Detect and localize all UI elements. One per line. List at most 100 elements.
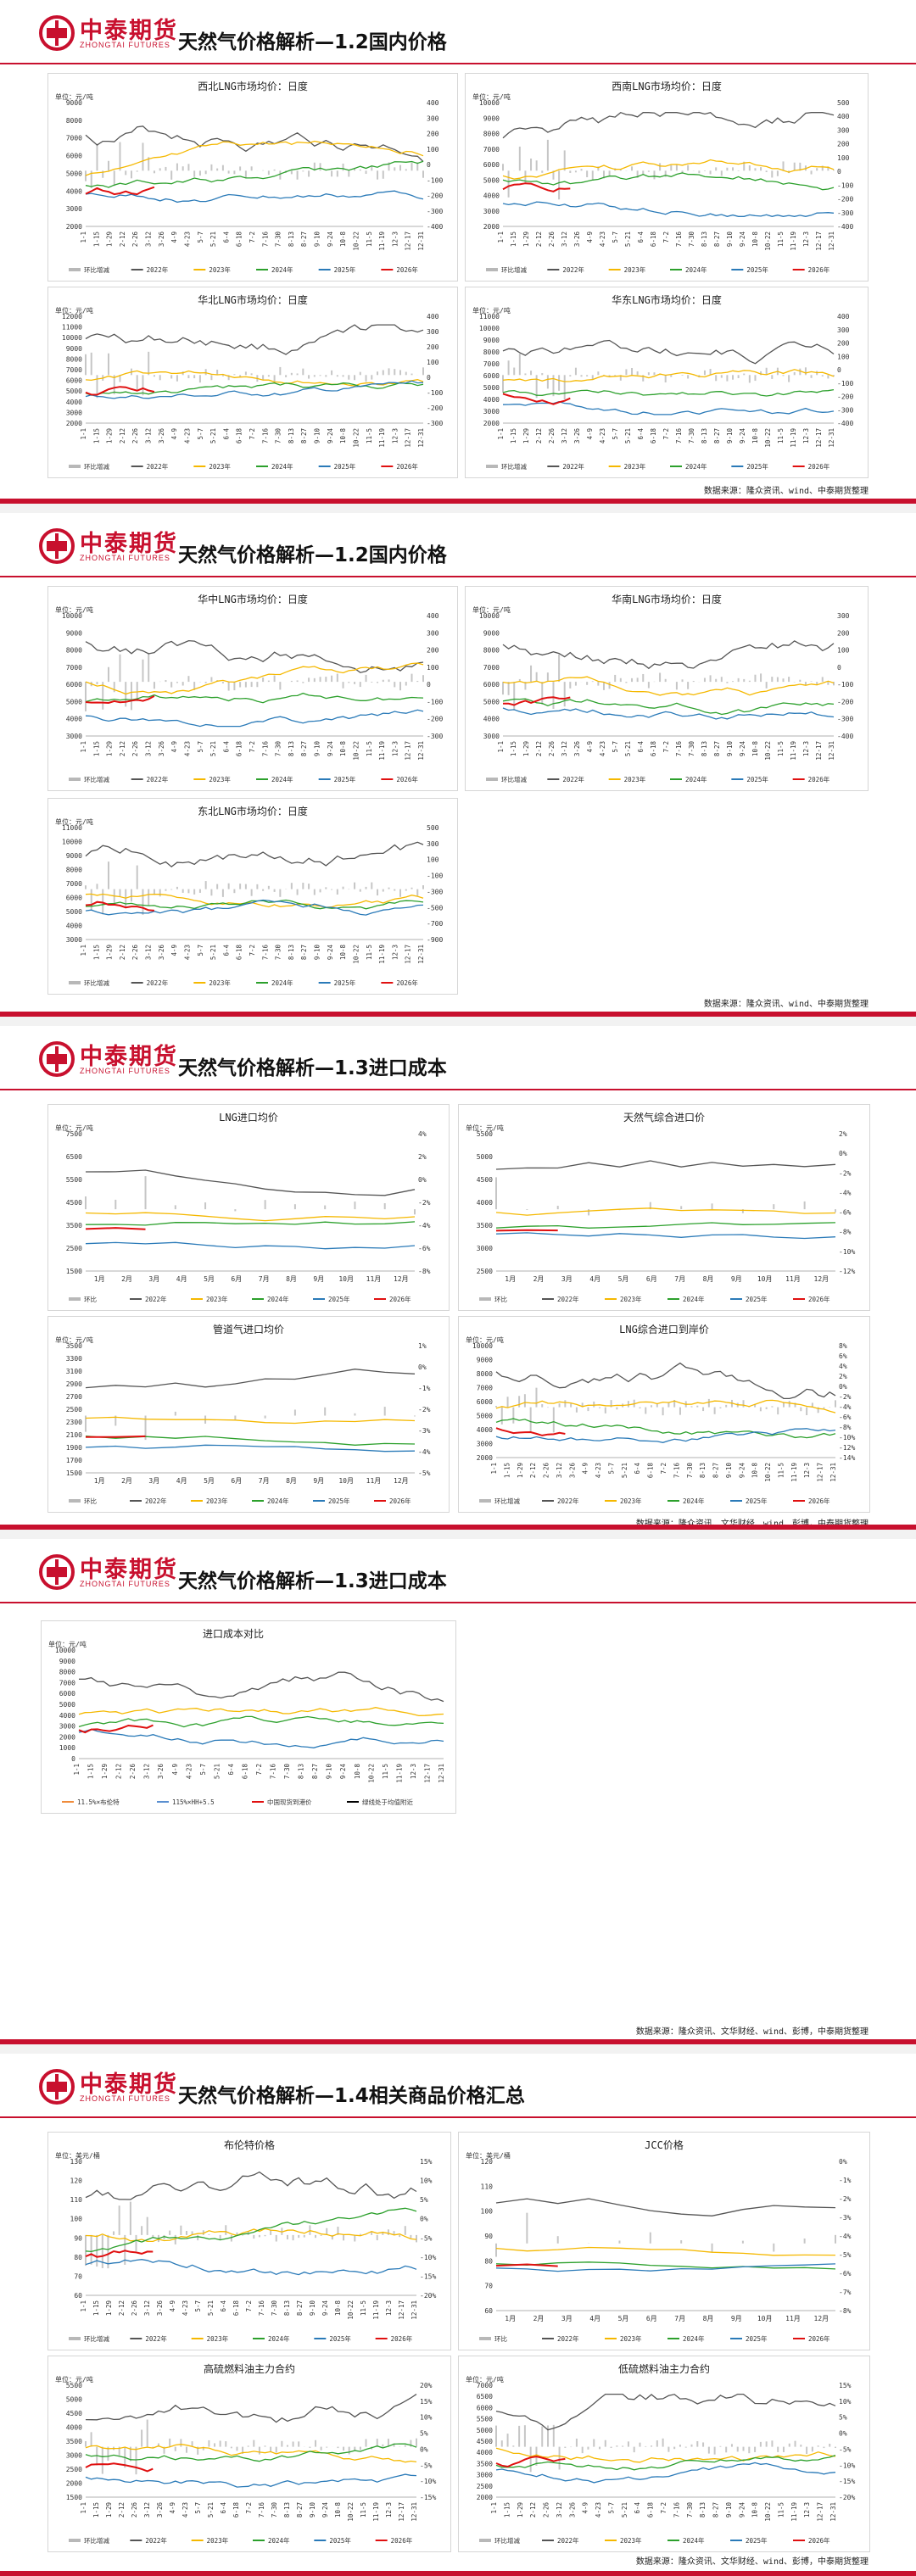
diff-bar <box>270 2230 272 2235</box>
y2-tick-label: -6% <box>418 1245 431 1252</box>
data-source: 数据来源：隆众资讯、文华财经、wind、彭博，中泰期货整理 <box>636 1516 869 1529</box>
diff-bar <box>170 375 173 379</box>
diff-bar <box>264 2445 266 2447</box>
diff-bar <box>788 677 790 683</box>
diff-bar <box>193 170 196 177</box>
chart-title: 华东LNG市场均价：日度 <box>612 294 722 306</box>
x-tick-label: 11月 <box>785 2315 801 2322</box>
y2-tick-label: 15% <box>420 2158 433 2166</box>
legend-label: 115%×HH+5.5 <box>172 1798 215 1806</box>
legend-label: 环比增减 <box>501 775 527 783</box>
y2-tick-label: -10% <box>839 1248 855 1256</box>
x-tick-label: 8月 <box>286 1275 297 1283</box>
y2-tick-label: 200 <box>837 340 850 348</box>
legend-label: 2024年 <box>683 2536 705 2545</box>
x-tick-label: 3-12 <box>561 741 568 756</box>
diff-bar <box>616 1407 618 1410</box>
legend-label: 2025年 <box>329 2536 351 2545</box>
y-tick-label: 11000 <box>62 324 82 332</box>
diff-bar <box>495 1177 497 1210</box>
y-tick-label: 5500 <box>477 2416 493 2423</box>
series-line-2024 <box>502 388 835 397</box>
diff-bar <box>242 2234 244 2236</box>
diff-bar <box>187 676 190 683</box>
x-tick-label: 8-27 <box>712 2502 720 2517</box>
diff-bar <box>236 2446 238 2451</box>
diff-bar <box>741 2240 744 2244</box>
diff-bar <box>234 1415 237 1420</box>
diff-bar <box>422 885 424 889</box>
x-tick-label: 3-26 <box>568 1463 576 1479</box>
x-tick-label: 7-30 <box>275 231 282 248</box>
y2-tick-label: -100 <box>427 176 443 184</box>
chart-card: 12000 11000 10000 9000 8000 7000 6000 5000 4000 3… <box>47 287 458 478</box>
diff-bar <box>730 2444 733 2447</box>
x-tick-label: 10-8 <box>751 2502 759 2518</box>
y2-tick-label: 4% <box>418 1130 427 1138</box>
diff-bar <box>743 678 746 683</box>
diff-bar <box>709 170 712 175</box>
diff-bar <box>102 889 104 915</box>
diff-bar <box>180 2225 182 2235</box>
diff-bar <box>782 161 785 171</box>
diff-bar <box>227 375 230 381</box>
y-tick-label: 2000 <box>59 1733 75 1741</box>
footer-bar <box>0 2039 916 2044</box>
legend-label: 2025年 <box>334 462 356 471</box>
diff-bar <box>777 2446 779 2452</box>
diff-bar <box>771 1406 774 1408</box>
x-tick-label: 10-8 <box>334 2300 342 2317</box>
diff-bar <box>399 2234 401 2238</box>
y2-tick-label: -100 <box>837 681 853 689</box>
diff-bar <box>799 368 802 376</box>
y2-tick-label: -400 <box>837 223 853 231</box>
y2-tick-label: -700 <box>427 920 443 928</box>
brand-name-en: ZHONGTAI FUTURES <box>80 1580 170 1588</box>
series-line-2023 <box>502 159 835 180</box>
footer-bar <box>0 1525 916 1530</box>
x-tick-label: 12-3 <box>391 945 399 960</box>
y2-tick-label: 1% <box>418 1342 427 1350</box>
x-tick-label: 8-13 <box>288 945 295 960</box>
x-tick-label: 3-12 <box>143 1764 151 1779</box>
x-tick-label: 11-5 <box>777 428 785 443</box>
brand-logo: 中泰期货 ZHONGTAI FUTURES <box>39 1038 176 1085</box>
x-tick-label: 10-22 <box>764 1463 772 1482</box>
diff-bar <box>405 169 407 171</box>
diff-bar <box>113 889 115 906</box>
y-tick-label: 2500 <box>477 2483 493 2490</box>
x-tick-label: 8-27 <box>713 231 721 247</box>
x-tick-label: 1-15 <box>92 428 100 443</box>
x-tick-label: 9-24 <box>327 741 334 757</box>
diff-bar <box>619 375 622 381</box>
y2-tick-label: -2% <box>839 2195 852 2203</box>
diff-bar <box>303 2234 305 2238</box>
brand-logo: 中泰期货 ZHONGTAI FUTURES <box>39 12 176 59</box>
diff-bar <box>720 375 723 378</box>
diff-bar <box>233 889 236 894</box>
diff-bar <box>239 884 242 889</box>
x-tick-label: 9-24 <box>321 2300 329 2317</box>
x-tick-label: 5-7 <box>197 428 204 440</box>
x-tick-label: 2-12 <box>535 231 543 247</box>
diff-bar <box>331 2234 333 2240</box>
series-line-2023 <box>85 2228 417 2243</box>
legend-label: 2023年 <box>207 2334 229 2343</box>
diff-bar <box>618 2240 621 2244</box>
legend-label: 2023年 <box>207 2536 229 2545</box>
diff-bar <box>810 375 813 378</box>
y-tick-label: 7000 <box>483 146 500 153</box>
diff-bar <box>656 2440 658 2447</box>
y2-tick-label: -4% <box>418 1448 431 1456</box>
diff-bar <box>275 2446 277 2453</box>
diff-bar <box>500 2440 503 2447</box>
y-tick-label: 6000 <box>66 895 82 902</box>
legend-label: 环比 <box>84 1497 97 1505</box>
x-tick-label: 4-9 <box>586 428 594 440</box>
x-tick-label: 7-2 <box>660 1463 667 1475</box>
y-tick-label: 5000 <box>66 388 82 395</box>
y-tick-label: 5000 <box>483 698 500 705</box>
diff-bar <box>404 2445 406 2447</box>
diff-bar <box>410 2439 412 2447</box>
diff-bar <box>518 2425 521 2447</box>
